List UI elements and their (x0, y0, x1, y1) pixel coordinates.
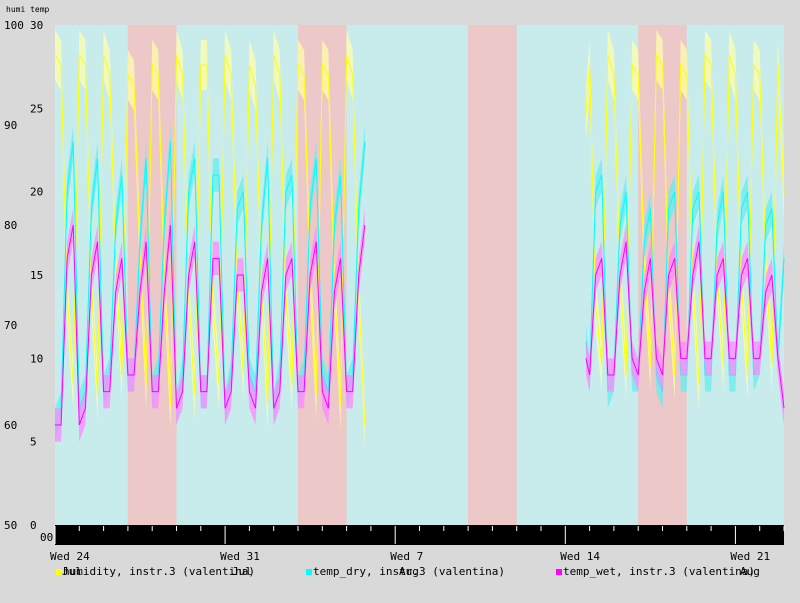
y-left-ticks: 50 60 70 80 90 100 (4, 19, 24, 532)
legend-swatch-temp-wet (556, 568, 562, 575)
month-label: Jul (232, 565, 252, 578)
band-5 (468, 25, 517, 525)
y-left-tick-label: 70 (4, 319, 17, 332)
legend-month-jul-1: Jul (62, 565, 82, 578)
series-2-envelope-1 (585, 225, 784, 425)
y-right-tick-label: 5 (30, 436, 37, 449)
y-left-tick-label: 90 (4, 119, 17, 132)
y-right-tick-label: 25 (30, 102, 43, 115)
legend-item-temp-dry: temp_dry, instr.3 (valentina) (306, 565, 505, 578)
x-tick-label: Wed 31 (220, 550, 260, 563)
y-left-tick-label: 100 (4, 19, 24, 32)
y-left-tick-label: 60 (4, 419, 17, 432)
time-bar: 00: (40, 525, 785, 545)
x-tick-labels: Wed 24 Wed 31 Wed 7 Wed 14 Wed 21 (50, 550, 770, 563)
y-right-tick-label: 30 (30, 19, 43, 32)
x-tick-label: Wed 24 (50, 550, 90, 563)
day-night-bands (55, 25, 784, 525)
y-right-tick-label: 15 (30, 269, 43, 282)
legend-label-humidity: humidity, instr.3 (valentina) (63, 565, 256, 578)
legend-month-jul-2: Jul (232, 565, 252, 578)
legend-label-temp-wet: temp_wet, instr.3 (valentina) (563, 565, 756, 578)
legend-swatch-humidity (56, 568, 62, 575)
month-label: Jul (62, 565, 82, 578)
time-zero-label: 00: (40, 531, 60, 544)
series-layer (54, 30, 785, 450)
legend-swatch-temp-dry (306, 568, 312, 575)
legend-month-aug-1: Aug (399, 565, 419, 578)
month-label: Aug (740, 565, 760, 578)
series-2-line-1 (585, 241, 785, 409)
x-tick-label: Wed 21 (730, 550, 770, 563)
series-0-line-0 (54, 53, 366, 426)
month-label: Aug (399, 565, 419, 578)
y-right-tick-label: 20 (30, 186, 43, 199)
band-1 (127, 25, 177, 525)
time-bar-fill (55, 525, 784, 545)
legend-label-temp-dry: temp_dry, instr.3 (valentina) (313, 565, 506, 578)
series-0-line-1 (585, 53, 785, 386)
band-4 (346, 25, 469, 525)
y-right-tick-label: 10 (30, 352, 43, 365)
x-tick-label: Wed 7 (390, 550, 423, 563)
legend-item-temp-wet: temp_wet, instr.3 (valentina) (556, 565, 755, 578)
y-right-tick-label: 0 (30, 519, 37, 532)
series-2-line-0 (55, 224, 366, 426)
y-left-tick-label: 50 (4, 519, 17, 532)
axis-header: humi temp (6, 5, 50, 14)
x-tick-label: Wed 14 (560, 550, 600, 563)
legend-item-humidity: humidity, instr.3 (valentina) (56, 565, 255, 578)
y-right-ticks: 0 5 10 15 20 25 30 (30, 19, 43, 532)
legend-month-aug-2: Aug (740, 565, 760, 578)
y-left-tick-label: 80 (4, 219, 17, 232)
